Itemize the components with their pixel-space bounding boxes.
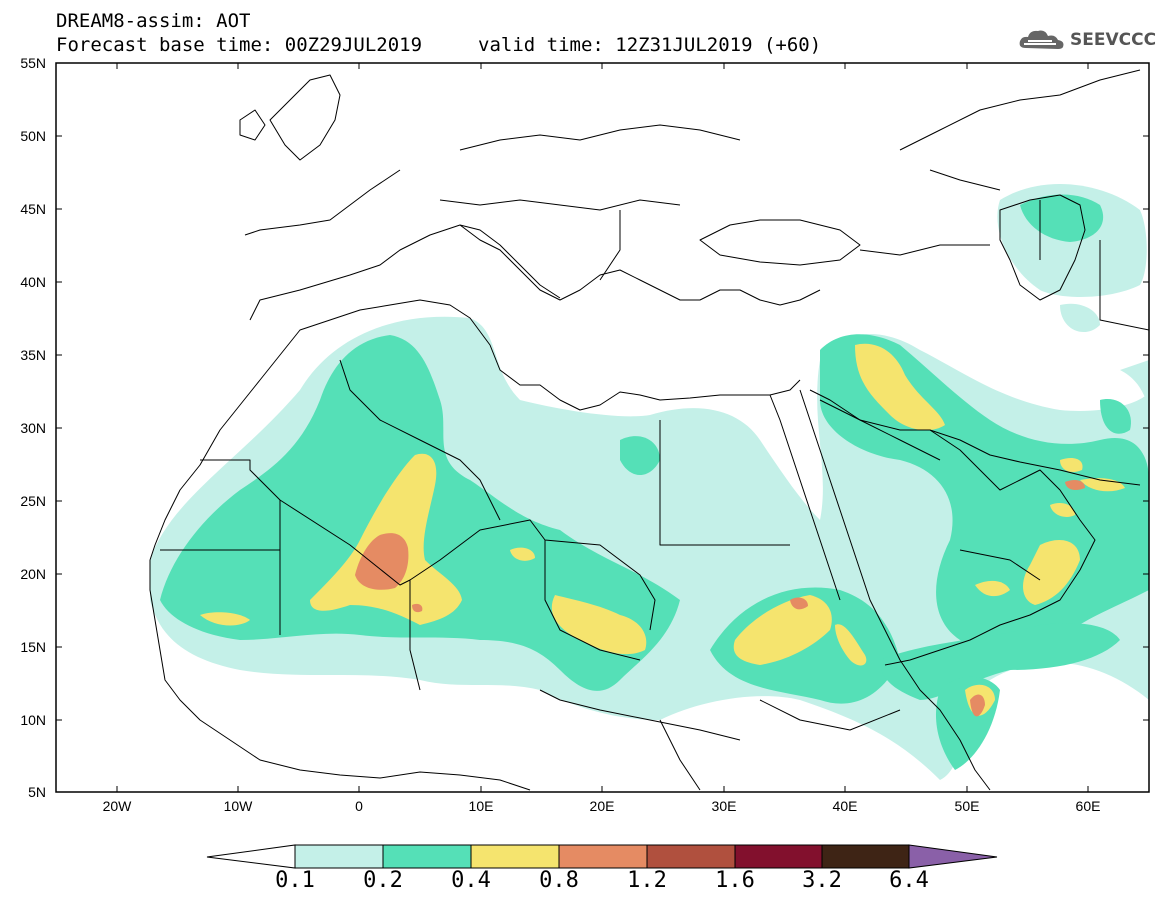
lon-label: 30E — [711, 798, 737, 814]
cloud-icon — [1019, 30, 1064, 49]
lat-label: 10N — [20, 712, 46, 728]
colorbar-label: 0.2 — [363, 868, 403, 893]
forecast-base-time: Forecast base time: 00Z29JUL2019 — [56, 34, 423, 56]
colorbar-label: 0.4 — [451, 868, 491, 893]
colorbar-swatch-0-8 — [558, 844, 648, 869]
lat-label: 50N — [20, 128, 46, 144]
seevccc-logo: SEEVCCC — [1018, 26, 1158, 54]
lat-label: 20N — [20, 566, 46, 582]
lat-label: 30N — [20, 420, 46, 436]
colorbar-swatch-1-2 — [646, 844, 736, 869]
colorbar-high-arrow — [908, 844, 998, 869]
lon-label: 10E — [468, 798, 494, 814]
colorbar-swatch-0-2 — [382, 844, 472, 869]
lat-label: 55N — [20, 55, 46, 71]
valid-time: valid time: 12Z31JUL2019 (+60) — [478, 34, 822, 56]
lon-label: 20W — [102, 798, 132, 814]
aot-band-0-8 — [355, 480, 1085, 717]
colorbar-label: 1.2 — [627, 868, 667, 893]
lon-label: 10W — [223, 798, 253, 814]
colorbar-swatch-0-4 — [470, 844, 560, 869]
colorbar-swatch-0-1 — [294, 844, 384, 869]
lat-label: 15N — [20, 639, 46, 655]
lat-label: 25N — [20, 493, 46, 509]
colorbar-label: 1.6 — [715, 868, 755, 893]
lon-label: 50E — [954, 798, 980, 814]
lat-label: 45N — [20, 201, 46, 217]
lon-label: 0 — [355, 798, 363, 814]
colorbar-label: 6.4 — [889, 868, 929, 893]
coastlines-borders — [149, 69, 1149, 791]
axis-ticks — [56, 62, 1149, 792]
lon-label: 60E — [1075, 798, 1101, 814]
lon-label: 20E — [589, 798, 615, 814]
colorbar — [206, 844, 998, 869]
colorbar-low-arrow — [206, 844, 296, 869]
colorbar-label: 0.1 — [275, 868, 315, 893]
colorbar-swatch-3-2 — [821, 844, 910, 869]
logo-text: SEEVCCC — [1070, 30, 1157, 50]
map-title: DREAM8-assim: AOT — [56, 10, 251, 32]
lat-label: 40N — [20, 274, 46, 290]
colorbar-swatch-1-6 — [734, 844, 823, 869]
lon-label: 40E — [832, 798, 858, 814]
lat-label: 5N — [28, 784, 46, 800]
colorbar-label: 3.2 — [802, 868, 842, 893]
lat-label: 35N — [20, 347, 46, 363]
colorbar-label: 0.8 — [539, 868, 579, 893]
